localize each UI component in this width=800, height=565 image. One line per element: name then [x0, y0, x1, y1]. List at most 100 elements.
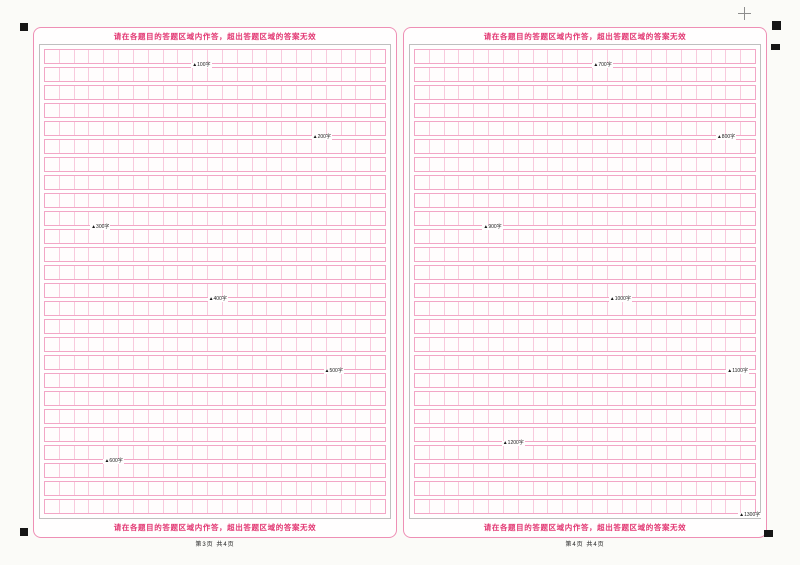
char-cell — [58, 212, 74, 225]
char-cell — [428, 158, 444, 171]
char-cell — [88, 410, 103, 423]
char-cell — [207, 392, 222, 405]
char-cell — [695, 410, 711, 423]
char-cell — [45, 104, 59, 117]
char-cell — [177, 68, 192, 81]
char-cell — [591, 428, 607, 441]
char-cell — [355, 194, 370, 207]
char-cell — [710, 356, 726, 369]
char-cell — [58, 338, 74, 351]
char-cell — [695, 320, 711, 333]
char-cell — [192, 50, 207, 63]
char-cell — [103, 284, 118, 297]
char-cell — [221, 284, 237, 297]
char-cell — [651, 500, 666, 513]
char-cell — [415, 482, 429, 495]
char-cell — [415, 230, 429, 243]
char-cell — [370, 50, 385, 63]
char-cell — [207, 266, 222, 279]
char-cell — [58, 500, 74, 513]
char-cell — [370, 320, 385, 333]
char-cell — [517, 50, 533, 63]
char-cell — [355, 104, 370, 117]
char-cell — [340, 482, 356, 495]
char-cell — [162, 194, 178, 207]
char-cell — [458, 464, 473, 477]
char-cell — [340, 410, 356, 423]
char-cell — [340, 302, 356, 315]
char-cell — [591, 230, 607, 243]
char-cell — [58, 140, 74, 153]
char-cell — [58, 356, 74, 369]
char-cell — [370, 104, 385, 117]
char-cell — [695, 482, 711, 495]
char-cell — [710, 212, 726, 225]
char-cell — [488, 284, 503, 297]
char-cell — [370, 248, 385, 261]
char-cell — [666, 86, 681, 99]
char-cell — [532, 302, 548, 315]
char-cell — [88, 230, 103, 243]
grid-row — [44, 301, 386, 316]
char-cell — [636, 374, 651, 387]
char-cell — [45, 212, 59, 225]
char-cell — [651, 248, 666, 261]
char-cell — [73, 68, 89, 81]
char-cell — [221, 428, 237, 441]
char-cell — [58, 266, 74, 279]
char-cell — [621, 356, 637, 369]
char-cell — [73, 356, 89, 369]
char-cell — [147, 194, 163, 207]
char-cell — [45, 248, 59, 261]
grid-row — [44, 409, 386, 424]
char-cell — [88, 356, 103, 369]
char-cell — [310, 392, 326, 405]
char-cell — [532, 176, 548, 189]
char-cell — [236, 464, 252, 477]
char-cell — [118, 356, 133, 369]
char-cell — [296, 248, 311, 261]
char-cell — [162, 284, 178, 297]
char-cell — [502, 194, 518, 207]
char-count-marker: ▲100字 — [191, 62, 212, 68]
char-cell — [458, 302, 473, 315]
char-cell — [132, 356, 148, 369]
char-cell — [636, 464, 651, 477]
char-cell — [666, 464, 681, 477]
char-cell — [458, 374, 473, 387]
char-cell — [118, 176, 133, 189]
char-cell — [517, 482, 533, 495]
char-cell — [488, 302, 503, 315]
char-cell — [325, 284, 341, 297]
char-cell — [370, 410, 385, 423]
char-cell — [621, 140, 637, 153]
char-cell — [577, 68, 592, 81]
char-cell — [207, 212, 222, 225]
char-cell — [73, 86, 89, 99]
char-cell — [251, 302, 267, 315]
char-cell — [666, 176, 681, 189]
char-cell — [370, 284, 385, 297]
char-cell — [621, 248, 637, 261]
char-cell — [132, 392, 148, 405]
char-cell — [251, 482, 267, 495]
char-cell — [251, 320, 267, 333]
char-cell — [488, 50, 503, 63]
char-cell — [296, 500, 311, 513]
char-cell — [562, 374, 577, 387]
char-cell — [310, 212, 326, 225]
char-cell — [177, 140, 192, 153]
char-cell — [325, 392, 341, 405]
char-cell — [725, 392, 740, 405]
char-cell — [162, 50, 178, 63]
char-cell — [651, 68, 666, 81]
char-cell — [73, 248, 89, 261]
char-cell — [162, 482, 178, 495]
grid-row — [414, 337, 756, 352]
char-cell — [577, 302, 592, 315]
char-cell — [458, 248, 473, 261]
char-cell — [636, 338, 651, 351]
char-cell — [162, 446, 178, 459]
char-cell — [310, 122, 326, 135]
grid-row — [44, 427, 386, 442]
